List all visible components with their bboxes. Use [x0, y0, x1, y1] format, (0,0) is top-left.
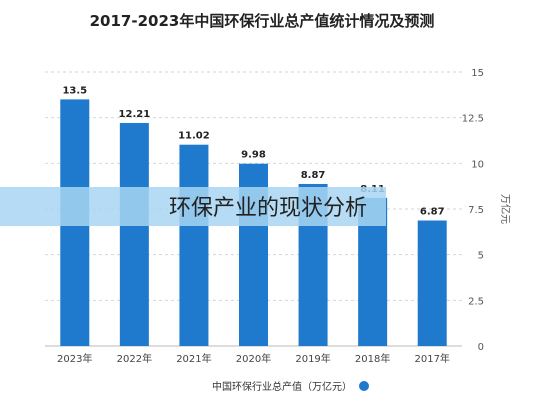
value-label: 8.87 — [301, 170, 326, 181]
legend-label: 中国环保行业总产值（万亿元） — [212, 380, 352, 393]
bar — [119, 122, 149, 347]
y-tick-label: 0 — [478, 342, 484, 353]
y-tick-label: 2.5 — [468, 296, 484, 307]
bar — [179, 144, 209, 346]
y-tick-label: 10 — [471, 159, 484, 170]
value-label: 13.5 — [62, 85, 87, 96]
y-tick-label: 15 — [471, 68, 484, 79]
value-label: 11.02 — [178, 131, 210, 142]
legend-marker — [359, 381, 369, 391]
chart-title: 2017-2023年中国环保行业总产值统计情况及预测 — [90, 12, 435, 30]
value-label: 6.87 — [420, 207, 445, 218]
legend: 中国环保行业总产值（万亿元） — [212, 380, 369, 393]
value-label: 9.98 — [241, 150, 266, 161]
category-label: 2018年 — [355, 352, 390, 365]
overlay-banner: 环保产业的现状分析 — [0, 187, 386, 226]
y-tick-label: 5 — [478, 251, 484, 262]
category-label: 2023年 — [57, 352, 92, 365]
category-label: 2019年 — [295, 352, 330, 365]
value-label: 12.21 — [119, 109, 151, 120]
category-label: 2021年 — [176, 352, 211, 365]
y-tick-label: 12.5 — [462, 114, 484, 125]
bar — [417, 220, 447, 346]
category-label: 2020年 — [236, 352, 271, 365]
y-tick-label: 7.5 — [468, 205, 484, 216]
y-tick-labels: 15 12.5 10 7.5 5 2.5 0 — [462, 68, 484, 353]
category-label: 2022年 — [117, 352, 152, 365]
category-labels: 2023年 2022年 2021年 2020年 2019年 2018年 2017年 — [57, 352, 450, 365]
category-label: 2017年 — [414, 352, 449, 365]
banner-text: 环保产业的现状分析 — [169, 196, 367, 221]
banner-background — [0, 187, 386, 226]
y-axis-label: 万亿元 — [499, 194, 512, 224]
